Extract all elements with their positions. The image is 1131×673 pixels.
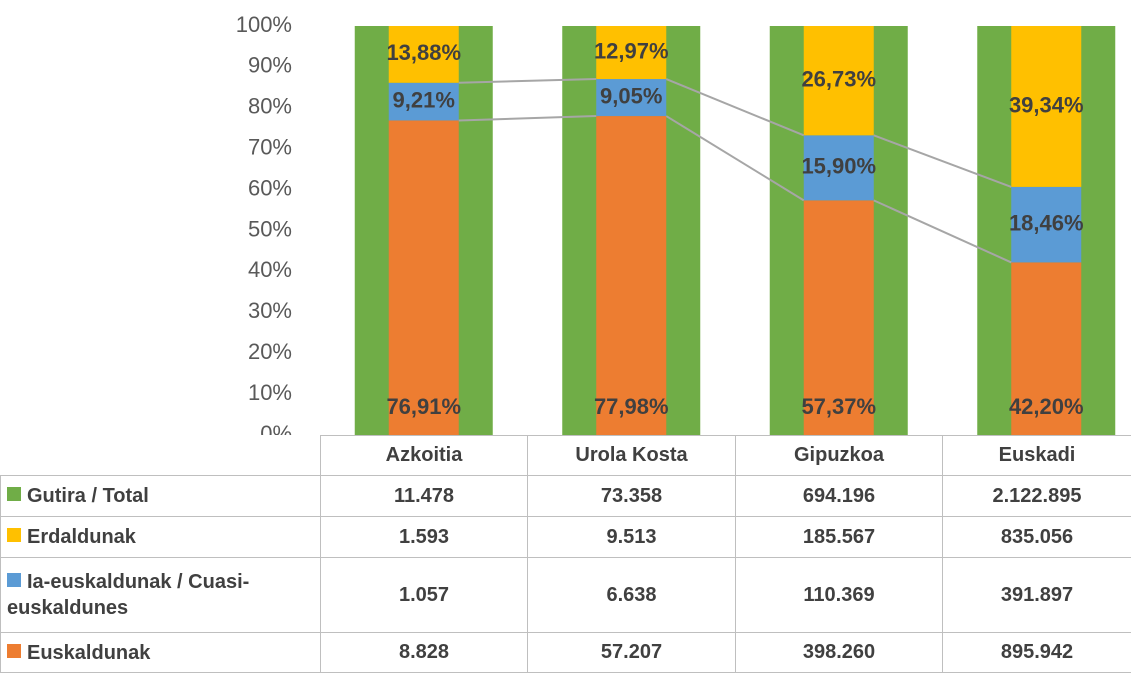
y-tick-label: 50% (248, 216, 292, 241)
row-label: Ia-euskaldunak / Cuasi-euskaldunes (1, 558, 321, 633)
data-label: 18,46% (1009, 210, 1084, 235)
legend-label: Euskaldunak (27, 642, 150, 664)
y-tick-label: 90% (248, 53, 292, 78)
y-tick-label: 30% (248, 298, 292, 323)
data-label: 9,05% (600, 83, 662, 108)
table-cell: 8.828 (321, 633, 528, 673)
legend-label: Ia-euskaldunak / Cuasi-euskaldunes (7, 571, 249, 619)
data-label: 39,34% (1009, 92, 1084, 117)
table-cell: 185.567 (736, 517, 943, 558)
bar-segment (596, 116, 666, 435)
table-cell: 57.207 (528, 633, 736, 673)
data-label: 57,37% (801, 394, 876, 419)
table-cell: 9.513 (528, 517, 736, 558)
column-header: Euskadi (943, 436, 1131, 476)
table-cell: 1.057 (321, 558, 528, 633)
row-label: Gutira / Total (1, 476, 321, 517)
y-tick-label: 100% (236, 12, 292, 37)
row-label: Erdaldunak (1, 517, 321, 558)
data-label: 15,90% (801, 154, 876, 179)
table-cell: 6.638 (528, 558, 736, 633)
y-tick-label: 70% (248, 135, 292, 160)
table-cell: 2.122.895 (943, 476, 1131, 517)
legend-swatch (7, 528, 21, 542)
table-cell: 398.260 (736, 633, 943, 673)
table-cell: 11.478 (321, 476, 528, 517)
table-cell: 110.369 (736, 558, 943, 633)
chart: 0% 10% 20% 30% 40% 50% 60% 70% 80% 90% 100% 76,91% 9… (0, 0, 1131, 435)
data-label: 26,73% (801, 66, 876, 91)
y-tick-label: 10% (248, 380, 292, 405)
bar-segment (389, 120, 459, 435)
table-cell: 835.056 (943, 517, 1131, 558)
legend-swatch (7, 487, 21, 501)
y-tick-label: 40% (248, 257, 292, 282)
data-label: 77,98% (594, 394, 669, 419)
data-label: 13,88% (386, 40, 461, 65)
y-tick-label: 20% (248, 339, 292, 364)
blank-cell (1, 436, 321, 476)
column-header: Gipuzkoa (736, 436, 943, 476)
table-cell: 391.897 (943, 558, 1131, 633)
legend-label: Gutira / Total (27, 485, 149, 507)
y-tick-label: 60% (248, 175, 292, 200)
table-cell: 895.942 (943, 633, 1131, 673)
table-cell: 694.196 (736, 476, 943, 517)
legend-swatch (7, 644, 21, 658)
data-label: 12,97% (594, 38, 669, 63)
data-label: 76,91% (386, 394, 461, 419)
data-label: 9,21% (393, 87, 455, 112)
legend-label: Erdaldunak (27, 526, 136, 548)
legend-swatch (7, 573, 21, 587)
data-label: 42,20% (1009, 394, 1084, 419)
row-label: Euskaldunak (1, 633, 321, 673)
table-cell: 1.593 (321, 517, 528, 558)
y-tick-label: 80% (248, 94, 292, 119)
column-header: Urola Kosta (528, 436, 736, 476)
table-cell: 73.358 (528, 476, 736, 517)
column-header: Azkoitia (321, 436, 528, 476)
y-tick-label: 0% (260, 421, 292, 435)
